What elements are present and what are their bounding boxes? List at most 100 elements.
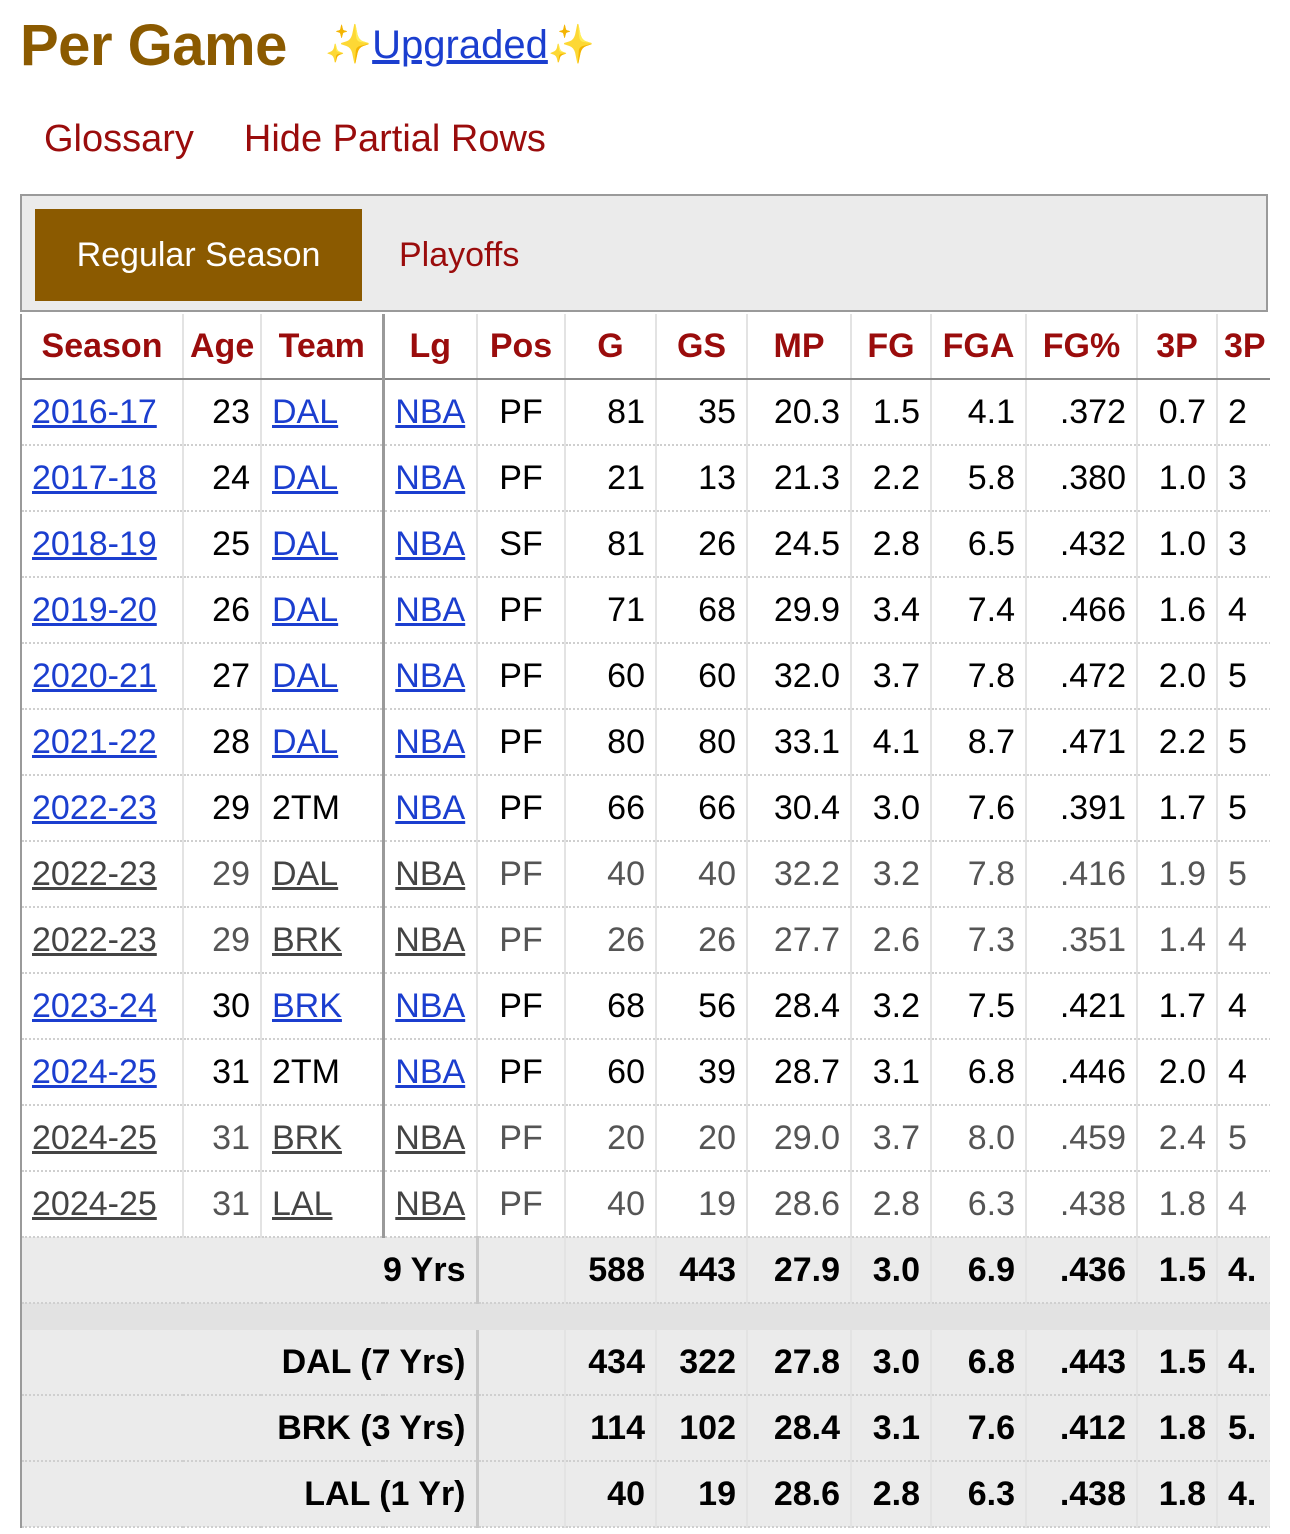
cell-gs: 19 <box>656 1171 748 1238</box>
cell-fga: 7.6 <box>931 1395 1027 1462</box>
cell-team[interactable]: DAL <box>261 709 385 776</box>
tab-regular-season[interactable]: Regular Season <box>35 209 362 301</box>
cell-lg[interactable]: NBA <box>383 577 478 644</box>
cell-fgp: .466 <box>1026 577 1138 644</box>
cell-fgp: .412 <box>1026 1395 1138 1462</box>
total-label: DAL (7 Yrs) <box>21 1330 479 1396</box>
col-header-age[interactable]: Age <box>183 314 262 380</box>
cell-p3a: 5 <box>1217 841 1270 908</box>
table-row: 2019-20 26 DAL NBA PF 71 68 29.9 3.4 7.4.466 1.6 4 <box>21 577 1270 644</box>
cell-season[interactable]: 2016-17 <box>21 379 184 446</box>
glossary-link[interactable]: Glossary <box>44 118 194 160</box>
cell-team[interactable]: BRK <box>261 973 385 1040</box>
cell-mp: 28.7 <box>747 1039 852 1106</box>
hide-partial-rows-toggle[interactable]: Hide Partial Rows <box>243 118 546 160</box>
cell-team[interactable]: BRK <box>261 907 385 974</box>
cell-lg[interactable]: NBA <box>383 643 478 710</box>
cell-pos: PF <box>477 1171 566 1238</box>
table-row: 2021-22 28 DAL NBA PF 80 80 33.1 4.1 8.7.471 2.2 5 <box>21 709 1270 776</box>
cell-age: 27 <box>183 643 262 710</box>
cell-p3: 1.0 <box>1137 511 1218 578</box>
col-header-fga[interactable]: FGA <box>931 314 1027 380</box>
cell-season[interactable]: 2021-22 <box>21 709 184 776</box>
cell-team[interactable]: DAL <box>261 643 385 710</box>
col-header-mp[interactable]: MP <box>747 314 852 380</box>
cell-fg: 3.1 <box>851 1395 932 1462</box>
total-label: 9 Yrs <box>21 1237 479 1304</box>
cell-mp: 27.7 <box>747 907 852 974</box>
cell-season[interactable]: 2024-25 <box>21 1039 184 1106</box>
cell-p3a: 4 <box>1217 1171 1270 1238</box>
col-header-pos[interactable]: Pos <box>477 314 566 380</box>
cell-lg[interactable]: NBA <box>383 445 478 512</box>
col-header-3p[interactable]: 3P <box>1137 314 1218 380</box>
cell-gs: 68 <box>656 577 748 644</box>
cell-mp: 20.3 <box>747 379 852 446</box>
cell-season[interactable]: 2024-25 <box>21 1171 184 1238</box>
cell-lg[interactable]: NBA <box>383 1171 478 1238</box>
cell-season[interactable]: 2022-23 <box>21 775 184 842</box>
cell-p3: 2.4 <box>1137 1105 1218 1172</box>
col-header-season[interactable]: Season <box>21 314 184 380</box>
col-header-g[interactable]: G <box>565 314 657 380</box>
cell-fga: 6.9 <box>931 1237 1027 1304</box>
cell-season[interactable]: 2022-23 <box>21 841 184 908</box>
cell-team[interactable]: DAL <box>261 511 385 578</box>
cell-season[interactable]: 2017-18 <box>21 445 184 512</box>
cell-fgp: .351 <box>1026 907 1138 974</box>
cell-season[interactable]: 2023-24 <box>21 973 184 1040</box>
cell-age: 31 <box>183 1039 262 1106</box>
cell-lg[interactable]: NBA <box>383 709 478 776</box>
cell-fg: 3.4 <box>851 577 932 644</box>
cell-season[interactable]: 2024-25 <box>21 1105 184 1172</box>
cell-team[interactable]: DAL <box>261 577 385 644</box>
cell-team[interactable]: BRK <box>261 1105 385 1172</box>
cell-p3a: 5 <box>1217 643 1270 710</box>
cell-lg[interactable]: NBA <box>383 379 478 446</box>
cell-gs: 20 <box>656 1105 748 1172</box>
cell-season[interactable]: 2018-19 <box>21 511 184 578</box>
cell-mp: 28.6 <box>747 1461 852 1528</box>
cell-fgp: .438 <box>1026 1461 1138 1528</box>
upgraded-link[interactable]: Upgraded <box>372 22 548 67</box>
cell-p3a: 5. <box>1217 1395 1270 1462</box>
cell-fg: 3.2 <box>851 841 932 908</box>
cell-season[interactable]: 2020-21 <box>21 643 184 710</box>
col-header-fg-pct[interactable]: FG% <box>1026 314 1138 380</box>
cell-season[interactable]: 2019-20 <box>21 577 184 644</box>
tab-playoffs[interactable]: Playoffs <box>399 235 520 274</box>
cell-lg[interactable]: NBA <box>383 775 478 842</box>
cell-team[interactable]: DAL <box>261 841 385 908</box>
cell-fgp: .443 <box>1026 1330 1138 1396</box>
per-game-table: Season Age Team Lg Pos G GS MP FG FGA FG… <box>20 314 1270 1528</box>
cell-pos: PF <box>477 643 566 710</box>
cell-fg: 2.6 <box>851 907 932 974</box>
cell-mp: 21.3 <box>747 445 852 512</box>
cell-team[interactable]: DAL <box>261 379 385 446</box>
cell-p3a: 5 <box>1217 775 1270 842</box>
cell-lg[interactable]: NBA <box>383 511 478 578</box>
cell-team: 2TM <box>261 1039 385 1106</box>
col-header-fg[interactable]: FG <box>851 314 932 380</box>
cell-lg[interactable]: NBA <box>383 841 478 908</box>
col-header-gs[interactable]: GS <box>656 314 748 380</box>
cell-fga: 6.3 <box>931 1461 1027 1528</box>
cell-fgp: .436 <box>1026 1237 1138 1304</box>
cell-lg[interactable]: NBA <box>383 907 478 974</box>
cell-pos: PF <box>477 1039 566 1106</box>
cell-season[interactable]: 2022-23 <box>21 907 184 974</box>
cell-team[interactable]: DAL <box>261 445 385 512</box>
col-header-3pa[interactable]: 3P <box>1217 314 1270 380</box>
cell-fg: 1.5 <box>851 379 932 446</box>
cell-lg[interactable]: NBA <box>383 1039 478 1106</box>
cell-p3a: 4 <box>1217 907 1270 974</box>
cell-team[interactable]: LAL <box>261 1171 385 1238</box>
table-options: Glossary Hide Partial Rows <box>44 118 546 161</box>
cell-lg[interactable]: NBA <box>383 973 478 1040</box>
table-row: 2024-25 31 BRK NBA PF 20 20 29.0 3.7 8.0.459 2.4 5 <box>21 1105 1270 1172</box>
col-header-lg[interactable]: Lg <box>383 314 478 380</box>
cell-lg[interactable]: NBA <box>383 1105 478 1172</box>
cell-pos <box>477 1395 566 1462</box>
col-header-team[interactable]: Team <box>261 314 385 380</box>
cell-p3: 2.0 <box>1137 643 1218 710</box>
